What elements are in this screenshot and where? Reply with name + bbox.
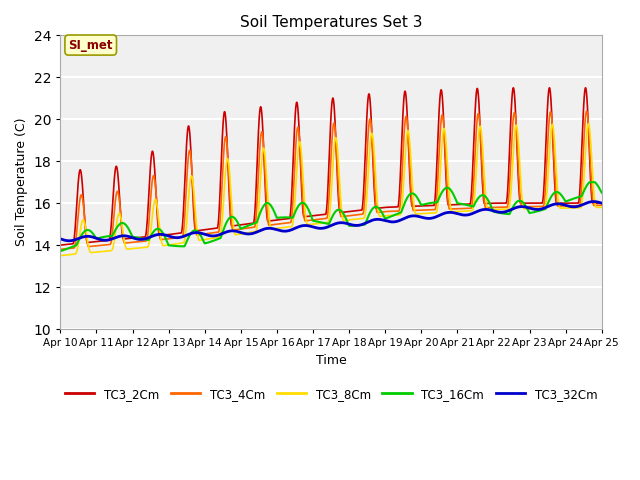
TC3_4Cm — [583, 108, 591, 114]
TC3_4Cm — [550, 151, 557, 156]
Line: TC3_2Cm: TC3_2Cm — [60, 88, 602, 245]
TC3_2Cm — [582, 85, 589, 91]
TC3_8Cm — [488, 207, 496, 213]
TC3_16Cm — [488, 206, 496, 212]
Line: TC3_16Cm: TC3_16Cm — [60, 182, 602, 251]
TC3_4Cm — [565, 203, 573, 209]
TC3_16Cm — [56, 248, 64, 254]
TC3_8Cm — [565, 205, 573, 211]
TC3_4Cm — [488, 204, 496, 210]
TC3_8Cm — [584, 121, 592, 127]
TC3_32Cm — [65, 238, 73, 244]
TC3_8Cm — [347, 217, 355, 223]
TC3_16Cm — [550, 191, 557, 196]
TC3_2Cm — [347, 208, 355, 214]
TC3_8Cm — [207, 236, 215, 241]
TC3_2Cm — [56, 242, 64, 248]
TC3_32Cm — [208, 233, 216, 239]
TC3_32Cm — [56, 236, 64, 242]
TC3_16Cm — [598, 190, 605, 195]
TC3_4Cm — [56, 246, 64, 252]
Line: TC3_32Cm: TC3_32Cm — [60, 202, 602, 241]
TC3_16Cm — [347, 223, 355, 228]
TC3_4Cm — [207, 230, 215, 236]
TC3_32Cm — [598, 200, 605, 206]
TC3_4Cm — [358, 211, 366, 217]
TC3_16Cm — [358, 222, 366, 228]
TC3_2Cm — [565, 200, 573, 206]
TC3_8Cm — [358, 216, 366, 221]
TC3_8Cm — [598, 204, 605, 210]
TC3_16Cm — [586, 180, 593, 185]
TC3_32Cm — [550, 202, 558, 207]
TC3_8Cm — [550, 131, 557, 136]
TC3_16Cm — [207, 239, 215, 244]
Text: SI_met: SI_met — [68, 38, 113, 51]
TC3_32Cm — [565, 204, 573, 209]
TC3_16Cm — [565, 197, 573, 203]
Line: TC3_4Cm: TC3_4Cm — [60, 111, 602, 249]
Legend: TC3_2Cm, TC3_4Cm, TC3_8Cm, TC3_16Cm, TC3_32Cm: TC3_2Cm, TC3_4Cm, TC3_8Cm, TC3_16Cm, TC3… — [60, 383, 602, 405]
TC3_32Cm — [347, 222, 355, 228]
TC3_2Cm — [207, 226, 215, 232]
Line: TC3_8Cm: TC3_8Cm — [60, 124, 602, 255]
TC3_32Cm — [358, 221, 366, 227]
TC3_2Cm — [358, 205, 366, 211]
TC3_32Cm — [488, 208, 496, 214]
TC3_32Cm — [590, 199, 598, 204]
TC3_4Cm — [347, 213, 355, 218]
X-axis label: Time: Time — [316, 354, 346, 367]
TC3_4Cm — [598, 203, 605, 208]
TC3_2Cm — [550, 163, 557, 169]
TC3_2Cm — [488, 200, 496, 206]
TC3_2Cm — [598, 200, 605, 206]
TC3_8Cm — [56, 252, 64, 258]
Y-axis label: Soil Temperature (C): Soil Temperature (C) — [15, 118, 28, 246]
Title: Soil Temperatures Set 3: Soil Temperatures Set 3 — [240, 15, 422, 30]
